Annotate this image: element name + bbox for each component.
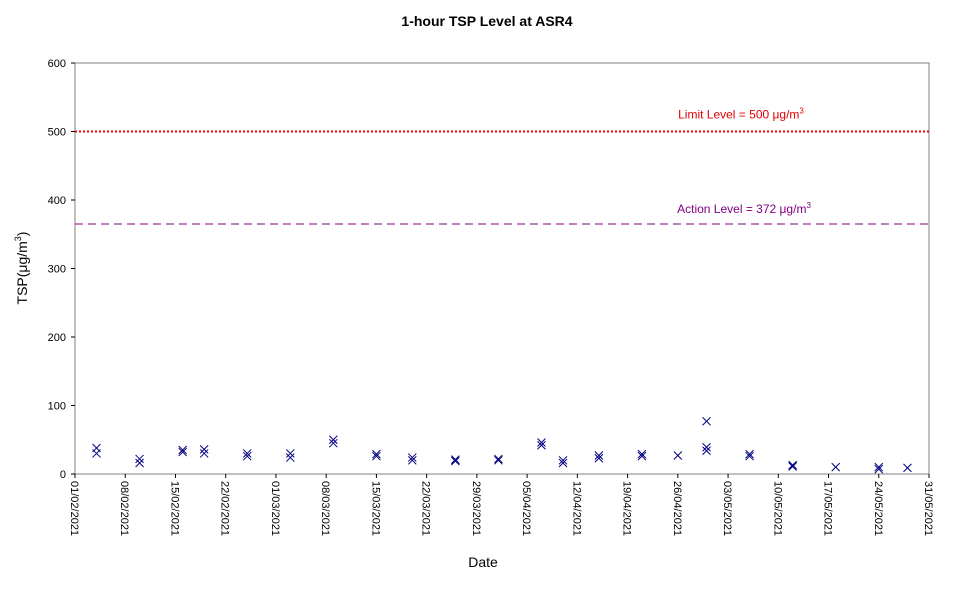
x-tick-label: 08/03/2021 [319, 481, 331, 536]
data-point [242, 451, 252, 461]
data-point [558, 455, 568, 465]
y-axis-title-sup: 3 [13, 236, 23, 241]
y-tick-label: 100 [48, 401, 66, 413]
data-point [702, 446, 711, 456]
data-point [242, 449, 252, 458]
data-point [874, 462, 884, 472]
data-point [407, 455, 417, 465]
data-point [558, 458, 568, 468]
x-tick-label: 15/02/2021 [168, 481, 180, 536]
data-point [199, 444, 209, 454]
x-axis: 01/02/2021 08/02/2021 15/02/2021 22/02/2021… [68, 474, 934, 536]
data-point [450, 456, 460, 466]
y-tick-label: 200 [48, 332, 66, 344]
x-tick-label: 05/04/2021 [520, 481, 532, 536]
x-tick-label: 12/04/2021 [570, 481, 582, 536]
data-point [637, 449, 647, 459]
data-point [594, 451, 604, 460]
data-point [537, 438, 546, 447]
data-point [328, 435, 338, 445]
data-point [135, 458, 144, 468]
y-axis: 0 100 200 300 400 500 600 [48, 58, 75, 481]
data-point [702, 442, 711, 452]
x-tick-label: 08/02/2021 [118, 481, 130, 536]
data-point [874, 464, 884, 474]
x-tick-label: 17/05/2021 [822, 481, 834, 536]
data-point [135, 454, 144, 464]
y-tick-label: 300 [48, 264, 66, 276]
x-tick-label: 10/05/2021 [771, 481, 783, 536]
data-point [407, 453, 417, 462]
data-point [903, 463, 912, 473]
data-point [537, 440, 546, 450]
data-point [494, 454, 503, 464]
data-point [92, 449, 101, 458]
x-tick-label: 26/04/2021 [671, 481, 683, 536]
action-level-sup: 3 [806, 201, 811, 210]
data-point [494, 455, 503, 465]
x-tick-label: 22/03/2021 [420, 481, 432, 536]
x-axis-title: Date [468, 554, 498, 570]
data-point [372, 451, 381, 461]
limit-level-label: Limit Level = 500 μg/m3 [678, 107, 804, 122]
action-level-unit: μg/m [780, 202, 807, 216]
x-tick-label: 24/05/2021 [872, 481, 884, 536]
limit-level-text: Limit Level = 500 [678, 108, 772, 122]
data-point [450, 455, 460, 464]
y-axis-title-end: ) [14, 232, 30, 237]
y-axis-title: TSP(μg/m3) [13, 232, 30, 305]
action-level-label: Action Level = 372 μg/m3 [677, 201, 811, 216]
y-tick-label: 400 [48, 195, 66, 207]
y-axis-title-unit: μg/m [14, 241, 30, 272]
limit-level-unit: μg/m [773, 108, 800, 122]
x-tick-label: 01/03/2021 [269, 481, 281, 536]
data-point [285, 449, 295, 458]
x-tick-label: 15/03/2021 [369, 481, 381, 536]
data-point [372, 449, 381, 459]
data-point [745, 449, 754, 459]
x-tick-label: 31/05/2021 [922, 481, 934, 536]
x-tick-label: 22/02/2021 [219, 481, 231, 536]
data-points [92, 416, 912, 474]
y-tick-label: 0 [60, 469, 66, 481]
limit-level-sup: 3 [799, 107, 804, 116]
data-point [178, 447, 188, 457]
data-point [328, 438, 338, 448]
data-point [285, 453, 295, 462]
data-point [702, 416, 711, 426]
y-tick-label: 500 [48, 127, 66, 139]
data-point [745, 451, 754, 461]
x-tick-label: 29/03/2021 [470, 481, 482, 536]
x-tick-label: 01/02/2021 [68, 481, 80, 536]
y-axis-title-main: TSP( [14, 272, 30, 304]
data-point [594, 453, 604, 463]
y-tick-label: 600 [48, 58, 66, 70]
data-point [831, 462, 841, 472]
data-point [673, 451, 683, 460]
data-point [788, 460, 798, 470]
data-point [178, 445, 188, 455]
chart-title: 1-hour TSP Level at ASR4 [401, 13, 572, 29]
data-point [788, 462, 798, 471]
action-level-text: Action Level = 372 [677, 202, 779, 216]
data-point [637, 451, 647, 461]
data-point [199, 449, 209, 458]
x-tick-label: 03/05/2021 [721, 481, 733, 536]
x-tick-label: 19/04/2021 [621, 481, 633, 536]
